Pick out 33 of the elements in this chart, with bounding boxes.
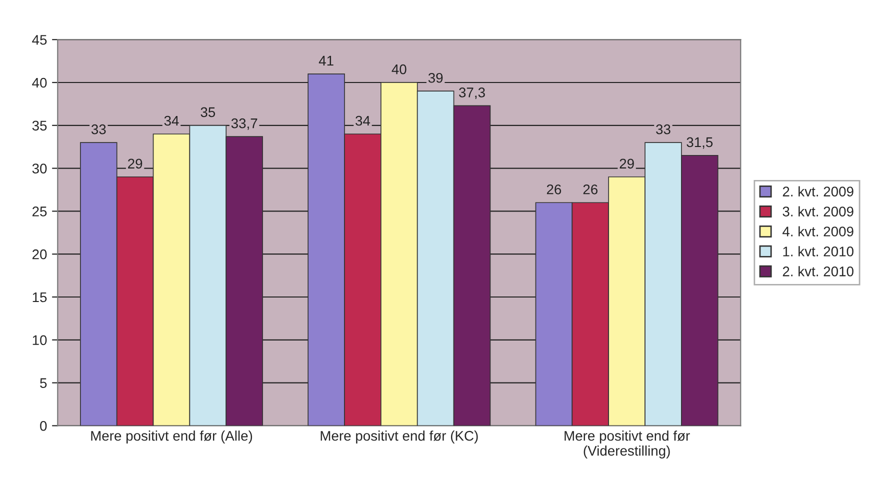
y-tick-label: 30 [32, 164, 47, 174]
y-tick-label: 35 [32, 120, 47, 131]
data-label: 31,5 [686, 137, 713, 149]
data-label: 29 [128, 158, 142, 169]
x-tick-label: Mere positivt end før (KC) [320, 430, 478, 444]
x-tick-label: Mere positivt end før (Alle) [91, 430, 252, 444]
y-tick-label: 40 [32, 78, 47, 88]
y-tick-label: 20 [32, 249, 47, 260]
data-label: 34 [164, 116, 179, 126]
y-tick-label: 5 [40, 378, 47, 388]
data-label: 35 [200, 107, 216, 118]
y-tick-label: 25 [32, 206, 47, 216]
legend-label: 2. kvt. 2010 [782, 266, 854, 276]
data-label: 33,7 [231, 118, 258, 130]
data-label: 33 [91, 124, 106, 134]
y-tick-label: 45 [32, 35, 47, 45]
data-label: 29 [620, 158, 634, 169]
data-label: 37,3 [459, 88, 485, 100]
data-label: 33 [656, 124, 670, 134]
legend-label: 3. kvt. 2009 [782, 206, 854, 216]
y-tick-label: 0 [40, 421, 47, 431]
x-tick-label: Mere positivt end før (Viderestilling) [564, 430, 690, 458]
y-tick-label: 15 [32, 292, 47, 302]
legend-label: 2. kvt. 2009 [782, 186, 854, 196]
data-label: 41 [318, 56, 334, 66]
y-tick-label: 10 [32, 335, 47, 346]
data-label: 26 [546, 184, 562, 194]
legend-label: 4. kvt. 2009 [782, 226, 854, 236]
legend-label: 1. kvt. 2010 [783, 246, 854, 256]
data-label: 39 [428, 72, 443, 83]
data-label: 40 [392, 64, 406, 74]
data-label: 26 [583, 184, 598, 194]
data-label: 34 [356, 116, 370, 126]
